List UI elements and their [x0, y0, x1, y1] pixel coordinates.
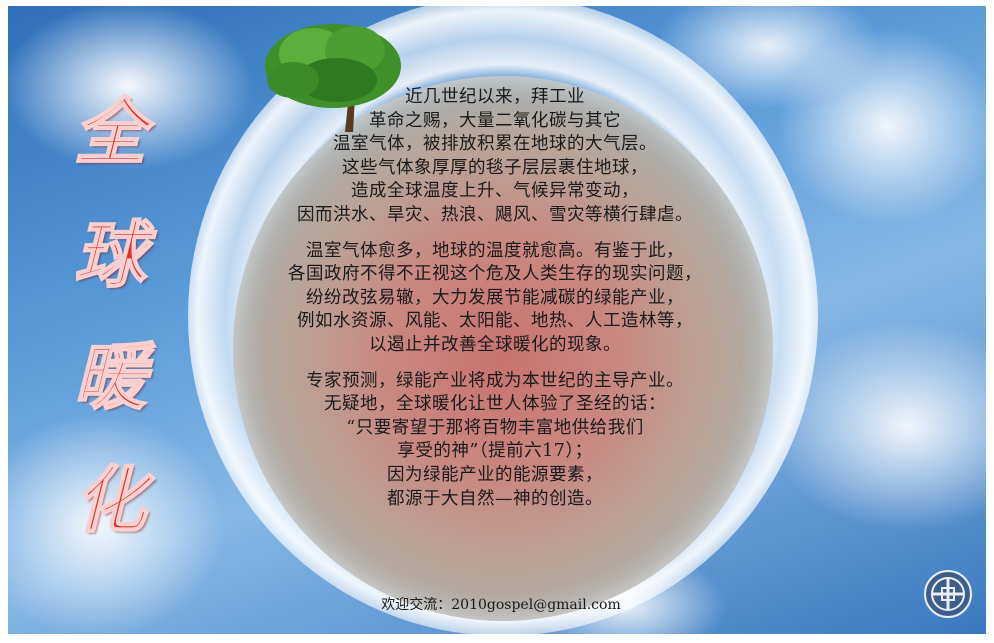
title-char-3: 暖 [73, 333, 147, 420]
text-line: 以遏止并改善全球暖化的现象。 [369, 334, 621, 355]
paragraph-3: 专家预测，绿能产业将成为本世纪的主导产业。 无疑地，全球暖化让世人体验了圣经的话… [240, 370, 750, 512]
text-line: 这些气体象厚厚的毯子层层裹住地球， [342, 157, 648, 178]
text-line: 近几世纪以来，拜工业 [405, 87, 585, 107]
logo-icon [924, 570, 972, 618]
text-line: 因为绿能产业的能源要素， [387, 464, 603, 485]
text-line: 专家预测，绿能产业将成为本世纪的主导产业。 [306, 370, 684, 391]
vertical-title: 全 球 暖 化 [60, 86, 160, 546]
text-line: 例如水资源、风能、太阳能、地热、人工造林等， [297, 311, 693, 332]
paragraph-2: 温室气体愈多，地球的温度就愈高。有鉴于此， 各国政府不得不正视这个危及人类生存的… [240, 240, 750, 358]
text-line: 纷纷改弦易辙，大力发展节能减碳的绿能产业， [306, 287, 684, 308]
paragraph-gap [240, 228, 750, 240]
text-line: 革命之赐，大量二氧化碳与其它 [369, 110, 621, 131]
text-line: 温室气体愈多，地球的温度就愈高。有鉴于此， [306, 240, 684, 261]
text-line: “只要寄望于那将百物丰富地供给我们 [346, 417, 644, 438]
text-line: 享受的神”（提前六17）； [397, 441, 593, 462]
text-line: 因而洪水、旱灾、热浪、飓风、雪灾等横行肆虐。 [297, 204, 693, 225]
tree-icon [265, 24, 401, 132]
title-char-4: 化 [73, 456, 147, 543]
contact-label: 欢迎交流： [381, 597, 452, 613]
body-text: 近几世纪以来，拜工业 革命之赐，大量二氧化碳与其它 温室气体，被排放积累在地球的… [240, 86, 750, 511]
text-line: 无疑地，全球暖化让世人体验了圣经的话： [324, 394, 666, 415]
text-line: 各国政府不得不正视这个危及人类生存的现实问题， [288, 264, 702, 285]
poster-background: 全 球 暖 化 [8, 6, 986, 634]
contact-line: 欢迎交流：2010gospel@gmail.com [0, 594, 994, 614]
paragraph-gap [240, 358, 750, 370]
title-char-1: 全 [73, 88, 147, 175]
globe [233, 76, 773, 621]
text-line: 温室气体，被排放积累在地球的大气层。 [333, 134, 657, 155]
paragraph-1: 近几世纪以来，拜工业 革命之赐，大量二氧化碳与其它 温室气体，被排放积累在地球的… [240, 86, 750, 228]
title-char-2: 球 [73, 211, 147, 298]
contact-email[interactable]: 2010gospel@gmail.com [451, 597, 621, 613]
text-line: 造成全球温度上升、气候异常变动， [351, 181, 639, 202]
text-line: 都源于大自然—神的创造。 [387, 488, 603, 509]
